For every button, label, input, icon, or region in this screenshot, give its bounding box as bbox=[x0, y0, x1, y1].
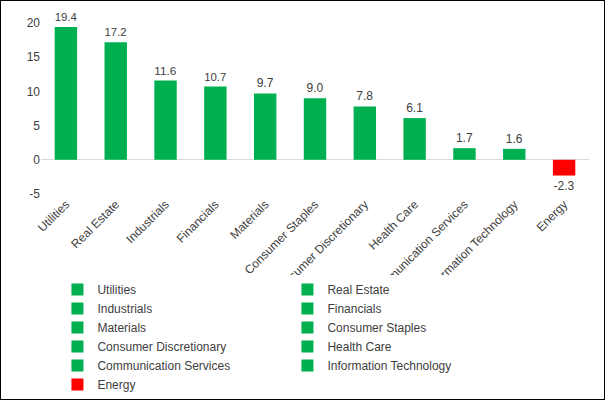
svg-text:Energy: Energy bbox=[97, 378, 135, 392]
svg-text:19.4: 19.4 bbox=[55, 11, 77, 23]
svg-text:Utilities: Utilities bbox=[35, 197, 72, 234]
svg-text:Communication Services: Communication Services bbox=[97, 359, 230, 373]
svg-text:1.7: 1.7 bbox=[456, 131, 473, 145]
svg-text:15: 15 bbox=[27, 50, 41, 64]
svg-text:Real Estate: Real Estate bbox=[327, 283, 389, 297]
svg-text:6.1: 6.1 bbox=[406, 101, 423, 115]
svg-text:Health Care: Health Care bbox=[366, 197, 421, 252]
svg-text:Industrials: Industrials bbox=[123, 197, 172, 246]
svg-text:Information Technology: Information Technology bbox=[327, 359, 451, 373]
svg-text:Consumer Discretionary: Consumer Discretionary bbox=[270, 197, 372, 299]
svg-text:-2.3: -2.3 bbox=[554, 179, 575, 193]
svg-text:9.0: 9.0 bbox=[306, 81, 323, 95]
svg-text:Information Technology: Information Technology bbox=[423, 197, 521, 295]
svg-text:17.2: 17.2 bbox=[105, 26, 127, 38]
svg-text:Communication Services: Communication Services bbox=[367, 197, 471, 302]
svg-text:Materials: Materials bbox=[97, 321, 146, 335]
svg-text:9.7: 9.7 bbox=[257, 76, 274, 90]
svg-text:Real Estate: Real Estate bbox=[68, 197, 122, 251]
svg-text:Financials: Financials bbox=[327, 302, 381, 316]
svg-text:Utilities: Utilities bbox=[97, 283, 136, 297]
svg-text:Energy: Energy bbox=[534, 197, 571, 234]
svg-text:20: 20 bbox=[27, 16, 41, 30]
svg-text:Industrials: Industrials bbox=[97, 302, 152, 316]
svg-text:Consumer Staples: Consumer Staples bbox=[327, 321, 426, 335]
svg-text:5: 5 bbox=[33, 119, 40, 133]
svg-text:1.6: 1.6 bbox=[506, 132, 523, 146]
svg-text:0: 0 bbox=[33, 153, 40, 167]
svg-text:10.7: 10.7 bbox=[204, 71, 226, 83]
svg-text:Materials: Materials bbox=[227, 197, 271, 241]
svg-text:10: 10 bbox=[27, 85, 41, 99]
svg-text:11.6: 11.6 bbox=[154, 64, 177, 77]
svg-text:-5: -5 bbox=[29, 187, 40, 201]
svg-text:7.8: 7.8 bbox=[356, 89, 373, 103]
svg-text:Consumer Discretionary: Consumer Discretionary bbox=[97, 340, 226, 354]
svg-text:Consumer Staples: Consumer Staples bbox=[242, 197, 322, 277]
svg-text:Health Care: Health Care bbox=[327, 340, 391, 354]
svg-text:Financials: Financials bbox=[174, 197, 222, 245]
